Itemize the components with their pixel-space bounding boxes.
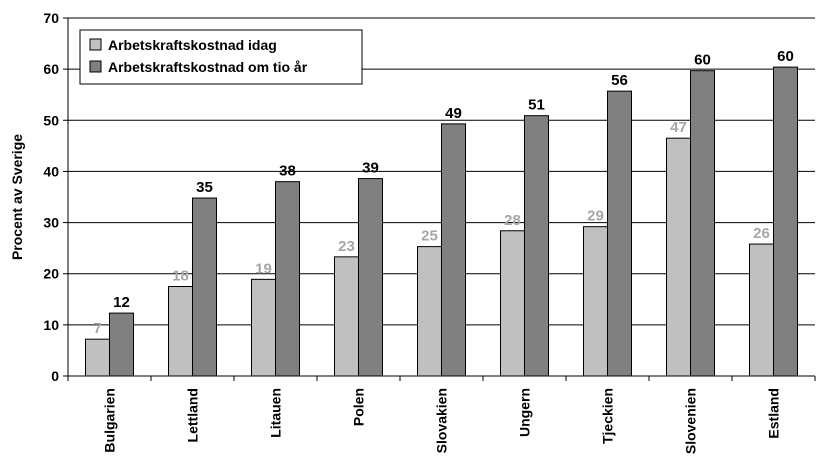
data-label: 19	[255, 260, 272, 277]
x-axis-ticks: Bulgarien Lettland Litauen Polen Slovakien Un…	[67, 376, 816, 454]
y-tick-label: 70	[43, 10, 59, 26]
legend-swatch-today	[89, 38, 102, 51]
bar	[109, 312, 134, 377]
legend-label-ten-years: Arbetskraftskostnad om tio år	[108, 59, 308, 75]
data-label: 28	[504, 212, 521, 229]
bar	[690, 70, 715, 377]
data-label: 35	[196, 179, 213, 196]
x-category-label: Estland	[766, 388, 782, 439]
x-category-label: Slovakien	[434, 388, 450, 453]
y-tick-label: 20	[43, 266, 59, 282]
data-label: 49	[445, 105, 462, 122]
data-label: 7	[93, 320, 101, 337]
bar	[334, 256, 359, 377]
bar	[358, 178, 383, 377]
data-label: 47	[670, 119, 687, 136]
bar	[251, 278, 276, 377]
data-label: 12	[113, 294, 130, 311]
y-tick-label: 60	[43, 61, 59, 77]
bar	[666, 137, 691, 377]
legend: Arbetskraftskostnad idag Arbetskraftskos…	[79, 29, 363, 85]
bar	[749, 243, 774, 377]
x-category-label: Lettland	[185, 388, 201, 442]
x-category-label: Litauen	[268, 388, 284, 438]
y-tick-label: 10	[43, 317, 59, 333]
data-labels: 7 12 18 35 19 38 23 39 25 49 28 51 29 56 47 60 26 60	[93, 48, 794, 337]
bars	[85, 66, 798, 377]
y-tick-label: 30	[43, 215, 59, 231]
data-label: 38	[279, 163, 296, 180]
data-label: 39	[362, 160, 379, 177]
legend-box	[79, 29, 363, 85]
x-category-label: Tjeckien	[600, 388, 616, 444]
x-category-label: Bulgarien	[102, 388, 118, 453]
legend-swatch-ten-years	[89, 60, 102, 73]
data-label: 23	[338, 238, 355, 255]
x-category-label: Slovenien	[683, 388, 699, 454]
x-category-label: Ungern	[517, 388, 533, 437]
bar	[773, 66, 798, 377]
y-axis-ticks: 0 10 20 30 40 50 60 70	[43, 10, 68, 384]
y-axis-label: Procent av Sverige	[9, 134, 25, 260]
data-label: 60	[777, 48, 794, 65]
bar	[168, 286, 193, 377]
bar	[607, 90, 632, 377]
bar	[85, 338, 110, 377]
bar	[192, 197, 217, 377]
bar	[275, 181, 300, 377]
x-category-label: Polen	[351, 388, 367, 426]
bar	[417, 246, 442, 377]
y-tick-label: 40	[43, 163, 59, 179]
data-label: 29	[587, 208, 604, 225]
data-label: 18	[172, 268, 189, 285]
bar	[524, 115, 549, 377]
legend-label-today: Arbetskraftskostnad idag	[108, 37, 277, 53]
data-label: 26	[753, 225, 770, 242]
bar	[500, 230, 525, 377]
y-tick-label: 50	[43, 112, 59, 128]
bar	[441, 123, 466, 377]
y-tick-label: 0	[51, 368, 59, 384]
data-label: 60	[694, 52, 711, 69]
data-label: 51	[528, 97, 545, 114]
bar	[583, 226, 608, 377]
data-label: 56	[611, 72, 628, 89]
data-label: 25	[421, 228, 438, 245]
